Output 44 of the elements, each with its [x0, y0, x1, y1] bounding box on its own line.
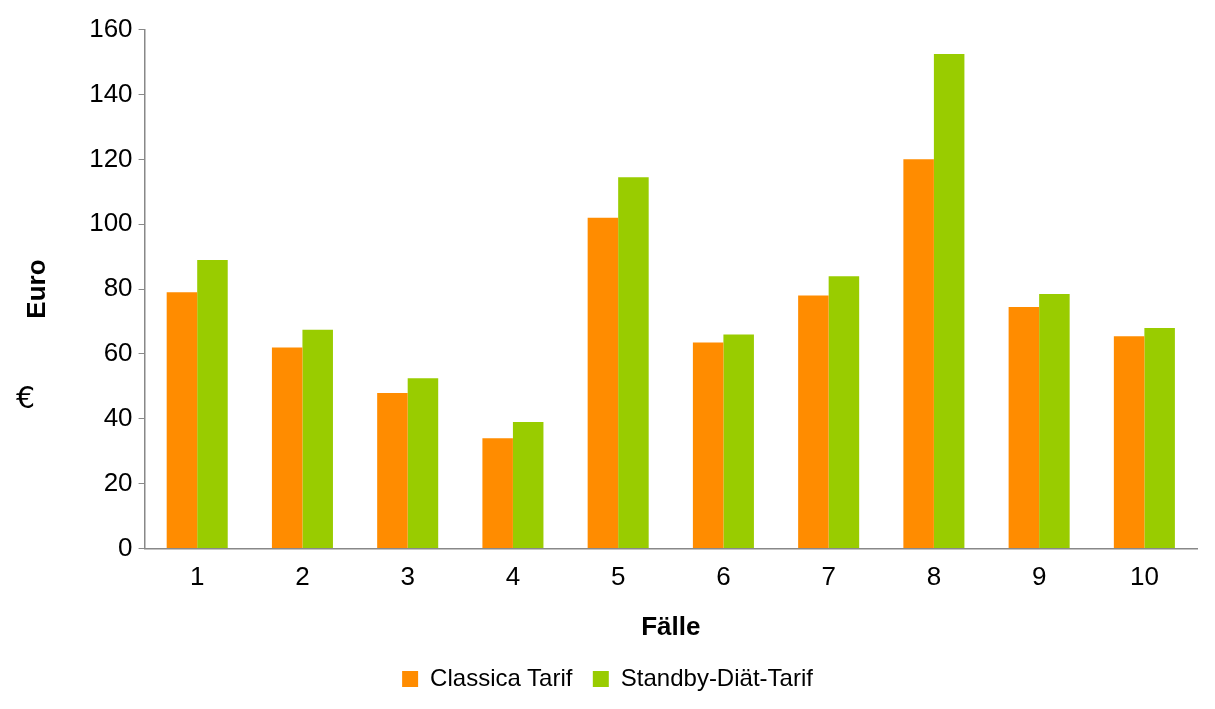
x-axis-title: Fälle [641, 610, 701, 641]
bar [798, 295, 829, 549]
bar [197, 259, 228, 549]
x-tick-label: 6 [716, 561, 731, 592]
y-tick-label: 40 [103, 402, 133, 433]
bar [587, 217, 619, 549]
bar [512, 422, 544, 549]
x-tick-label: 8 [926, 561, 942, 592]
y-tick-label: 20 [103, 466, 133, 497]
x-tick-label: 10 [1129, 561, 1159, 592]
y-tick-label: 140 [89, 77, 133, 108]
bar [723, 334, 754, 549]
bar [482, 438, 513, 549]
legend-label: Classica Tarif [430, 663, 573, 691]
bar [1039, 293, 1070, 549]
y-tick-label: 160 [89, 12, 133, 43]
bar [903, 159, 934, 549]
legend-label: Standby-Diät-Tarif [620, 663, 814, 691]
y-axis-title: Euro [20, 259, 51, 319]
bar [933, 53, 965, 549]
y-tick-label: 120 [89, 142, 133, 173]
x-tick-label: 2 [295, 561, 310, 592]
bar [618, 177, 649, 549]
bar [166, 292, 198, 549]
x-tick-label: 7 [821, 561, 836, 592]
bar [1008, 306, 1040, 549]
y-tick-label: 80 [103, 272, 133, 303]
bar [1144, 328, 1175, 549]
x-tick-label: 3 [400, 561, 415, 592]
y-tick-label: 100 [89, 207, 133, 238]
bar [692, 342, 724, 549]
bar [302, 329, 333, 549]
bar [271, 347, 303, 549]
x-tick-label: 1 [189, 561, 205, 592]
bar [1113, 336, 1145, 549]
x-tick-label: 5 [610, 561, 626, 592]
text: € [16, 380, 36, 415]
x-tick-label: 4 [505, 561, 521, 592]
x-tick-label: 9 [1031, 561, 1047, 592]
y-tick-label: 60 [103, 337, 133, 368]
bar [828, 276, 860, 549]
bar [407, 378, 439, 549]
bar [377, 392, 408, 549]
y-tick-label: 0 [118, 531, 133, 562]
